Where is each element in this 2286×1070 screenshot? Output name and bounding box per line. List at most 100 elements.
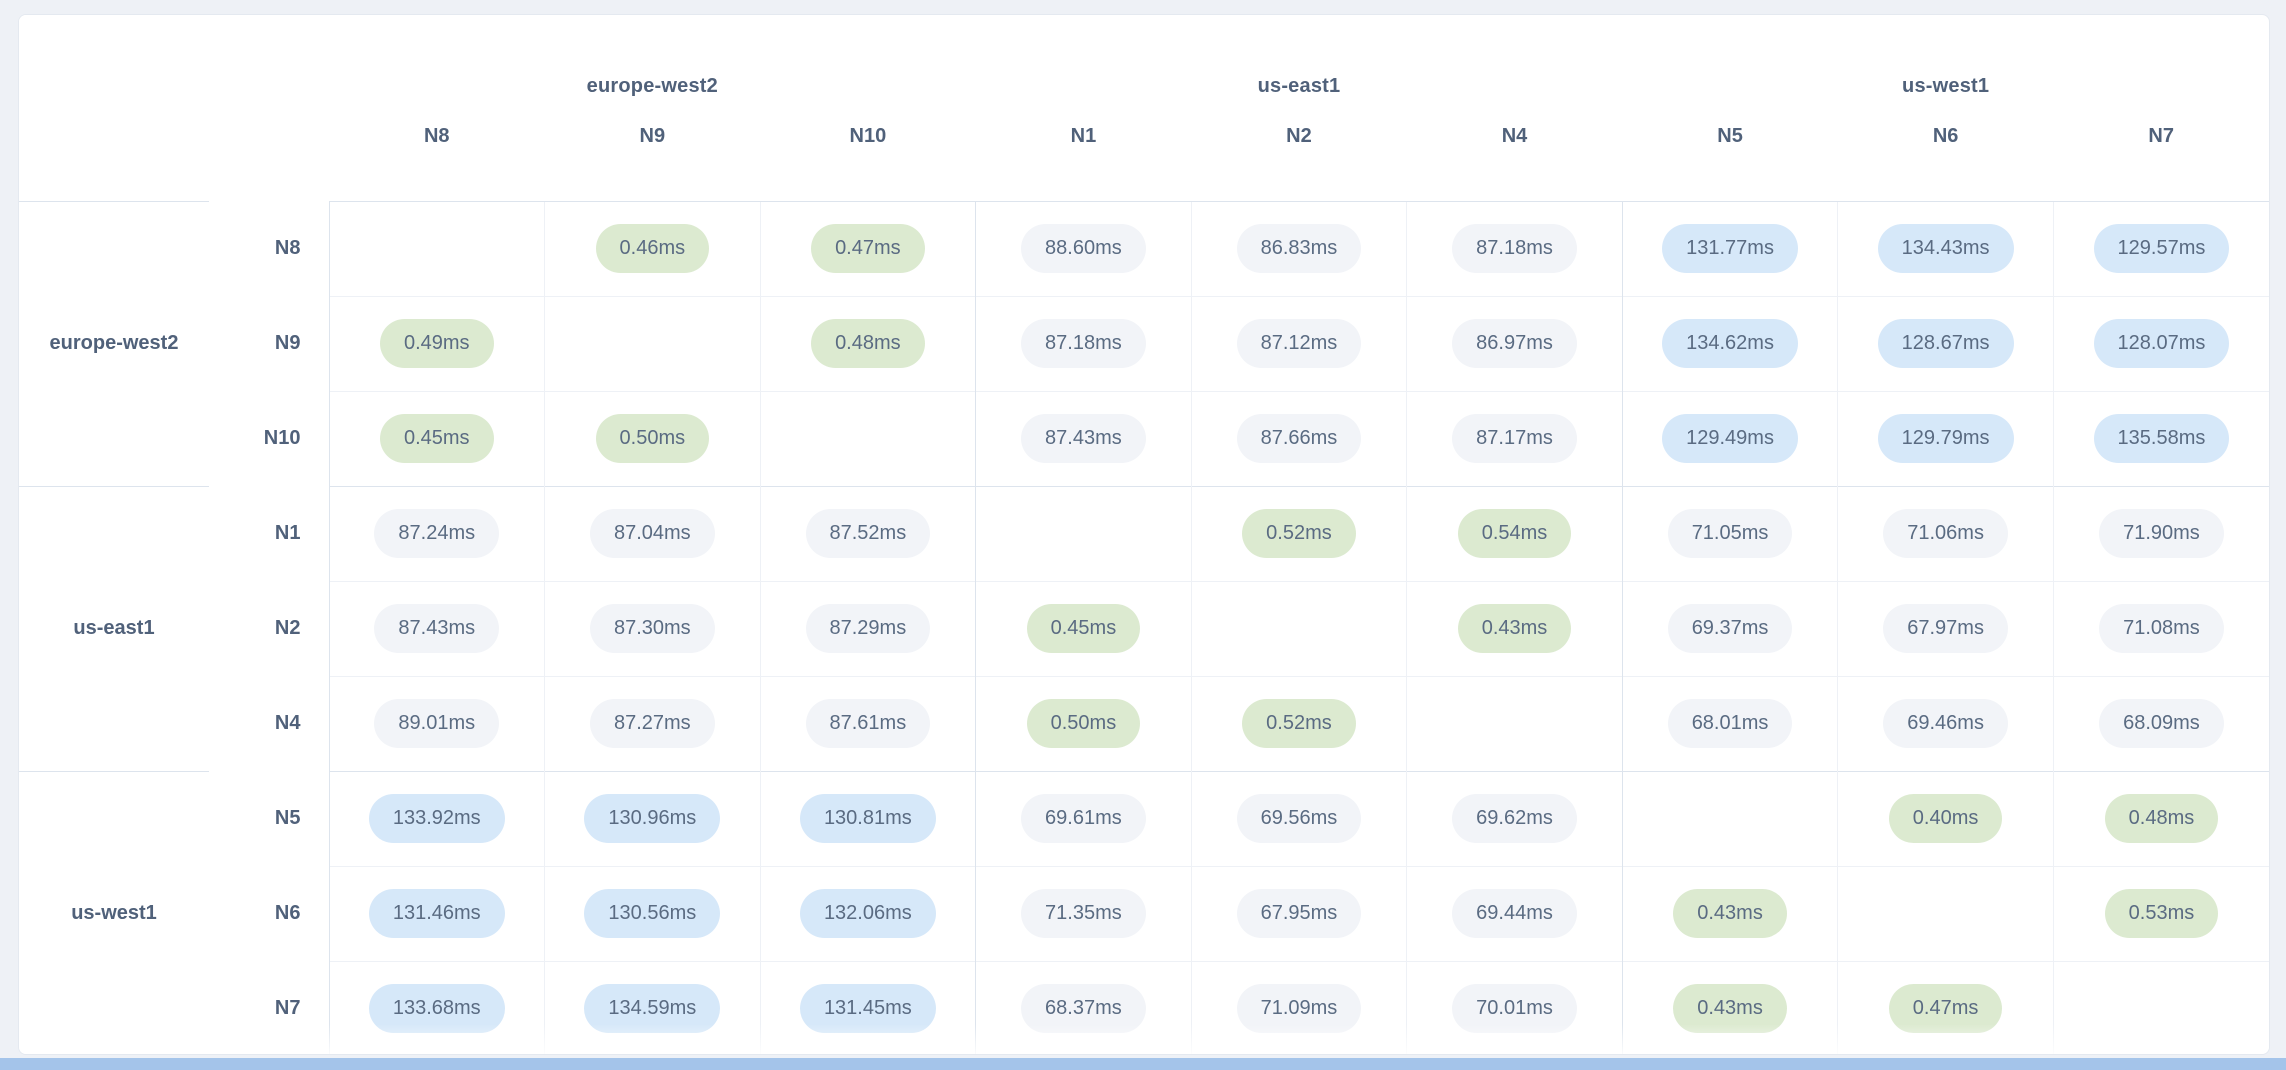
latency-value-pill: 69.56ms [1236, 794, 1362, 843]
latency-value-pill: 87.30ms [589, 604, 715, 653]
latency-value-pill: 88.60ms [1021, 224, 1146, 273]
latency-cell: 87.43ms [975, 390, 1192, 486]
latency-value-pill: 135.58ms [2093, 414, 2230, 463]
latency-cell: 0.48ms [2052, 770, 2269, 866]
latency-value-pill: 87.52ms [805, 509, 931, 558]
latency-cell: 0.47ms [1837, 960, 2054, 1054]
latency-value-pill: 87.18ms [1021, 319, 1146, 368]
latency-value-pill: 69.61ms [1021, 794, 1146, 843]
latency-value-pill: 0.47ms [811, 224, 925, 273]
latency-cell: 0.52ms [1190, 485, 1407, 581]
latency-cell: 67.97ms [1837, 580, 2054, 676]
latency-cell: 86.97ms [1406, 295, 1623, 391]
column-group-header-us-west1: us-west1 [1902, 74, 1990, 97]
latency-cell: 128.67ms [1837, 295, 2054, 391]
latency-cell: 69.61ms [975, 770, 1192, 866]
latency-value-pill: 87.66ms [1236, 414, 1362, 463]
latency-cell: 131.45ms [759, 960, 976, 1054]
latency-cell: 87.12ms [1190, 295, 1407, 391]
latency-cell: 68.09ms [2052, 675, 2269, 771]
latency-cell: 69.44ms [1406, 865, 1623, 961]
latency-cell: 129.79ms [1837, 390, 2054, 486]
latency-value-pill: 89.01ms [374, 699, 500, 748]
latency-cell: 69.37ms [1621, 580, 1838, 676]
latency-cell: 87.18ms [975, 295, 1192, 391]
latency-value-pill: 131.77ms [1662, 224, 1798, 273]
latency-value-pill: 0.50ms [1026, 699, 1141, 748]
matrix-row-N10: N10 0.45ms 0.50ms 87.43ms 87.66ms 87.17ms 129.… [19, 390, 2269, 486]
latency-cell: 0.53ms [2052, 865, 2269, 961]
column-node-header-N5: N5 [1717, 125, 1743, 147]
latency-cell: 71.09ms [1190, 960, 1407, 1054]
matrix-row-N1: us-east1 N1 87.24ms 87.04ms 87.52ms 0.52ms 0.5… [19, 485, 2269, 771]
latency-cell: 0.45ms [328, 390, 545, 486]
latency-value-pill: 0.52ms [1242, 509, 1356, 558]
latency-cell: 71.06ms [1837, 485, 2054, 581]
latency-cell [2052, 960, 2269, 1054]
column-node-header-N10: N10 [849, 125, 887, 147]
latency-cell: 0.43ms [1406, 580, 1623, 676]
latency-cell: 69.62ms [1406, 770, 1623, 866]
bottom-accent-bar [0, 1058, 2286, 1070]
latency-cell: 0.48ms [759, 295, 976, 391]
matrix-corner-cell [19, 15, 329, 201]
latency-cell: 0.46ms [544, 200, 761, 296]
latency-cell: 134.43ms [1837, 200, 2054, 296]
latency-value-pill: 71.08ms [2099, 604, 2224, 653]
latency-cell: 0.45ms [975, 580, 1192, 676]
latency-cell: 130.56ms [544, 865, 761, 961]
latency-cell: 129.57ms [2052, 200, 2269, 296]
latency-value-pill: 128.67ms [1877, 319, 2014, 368]
latency-value-pill: 71.09ms [1236, 984, 1362, 1034]
latency-cell: 134.59ms [544, 960, 761, 1054]
column-node-header-N8: N8 [423, 125, 450, 147]
latency-cell: 71.35ms [975, 865, 1192, 961]
column-node-header-N9: N9 [639, 125, 666, 147]
latency-value-pill: 133.92ms [368, 794, 505, 843]
latency-cell: 86.83ms [1190, 200, 1407, 296]
latency-cell [759, 390, 976, 486]
row-node-label-N2: N2 [274, 617, 301, 639]
column-node-header-N1: N1 [1070, 125, 1097, 147]
matrix-row-N6: N6 131.46ms 130.56ms 132.06ms 71.35ms 67.95ms… [19, 865, 2269, 961]
latency-cell: 87.04ms [544, 485, 761, 581]
matrix-body: europe-west2 N8 0.46ms 0.47ms 88.60ms 86.83ms… [19, 200, 2269, 1054]
latency-value-pill: 68.01ms [1667, 699, 1793, 748]
latency-value-pill: 87.24ms [374, 509, 500, 558]
latency-cell: 134.62ms [1621, 295, 1838, 391]
column-group-header-us-east1: us-east1 [1257, 74, 1341, 97]
latency-cell [328, 200, 545, 296]
latency-cell: 87.24ms [328, 485, 545, 581]
latency-cell: 131.46ms [328, 865, 545, 961]
latency-cell [1190, 580, 1407, 676]
latency-value-pill: 86.97ms [1452, 319, 1577, 368]
row-node-label-N9: N9 [274, 332, 301, 354]
latency-cell [975, 485, 1192, 581]
latency-value-pill: 0.50ms [595, 414, 710, 463]
latency-value-pill: 71.05ms [1667, 509, 1793, 558]
latency-cell: 0.43ms [1621, 960, 1838, 1054]
row-node-label-N5: N5 [274, 807, 301, 829]
latency-value-pill: 71.90ms [2099, 509, 2224, 558]
latency-cell [544, 295, 761, 391]
latency-cell: 133.92ms [328, 770, 545, 866]
latency-cell: 71.08ms [2052, 580, 2269, 676]
latency-cell: 0.49ms [328, 295, 545, 391]
latency-value-pill: 87.61ms [805, 699, 931, 748]
latency-cell: 71.05ms [1621, 485, 1838, 581]
latency-value-pill: 134.62ms [1662, 319, 1798, 368]
latency-value-pill: 67.95ms [1236, 889, 1362, 938]
latency-cell: 69.46ms [1837, 675, 2054, 771]
latency-cell: 130.81ms [759, 770, 976, 866]
latency-cell: 0.40ms [1837, 770, 2054, 866]
row-group-label-us-east1: us-east1 [19, 485, 209, 771]
latency-cell: 128.07ms [2052, 295, 2269, 391]
matrix-row-N5: us-west1 N5 133.92ms 130.96ms 130.81ms 69.61m… [19, 770, 2269, 1054]
latency-value-pill: 134.59ms [584, 984, 721, 1034]
latency-value-pill: 0.43ms [1673, 889, 1787, 938]
matrix-row-N8: europe-west2 N8 0.46ms 0.47ms 88.60ms 86.83ms… [19, 200, 2269, 486]
latency-cell: 87.27ms [544, 675, 761, 771]
matrix-row-N2: N2 87.43ms 87.30ms 87.29ms 0.45ms 0.43ms 69.37… [19, 580, 2269, 676]
latency-cell: 133.68ms [328, 960, 545, 1054]
latency-cell [1406, 675, 1623, 771]
